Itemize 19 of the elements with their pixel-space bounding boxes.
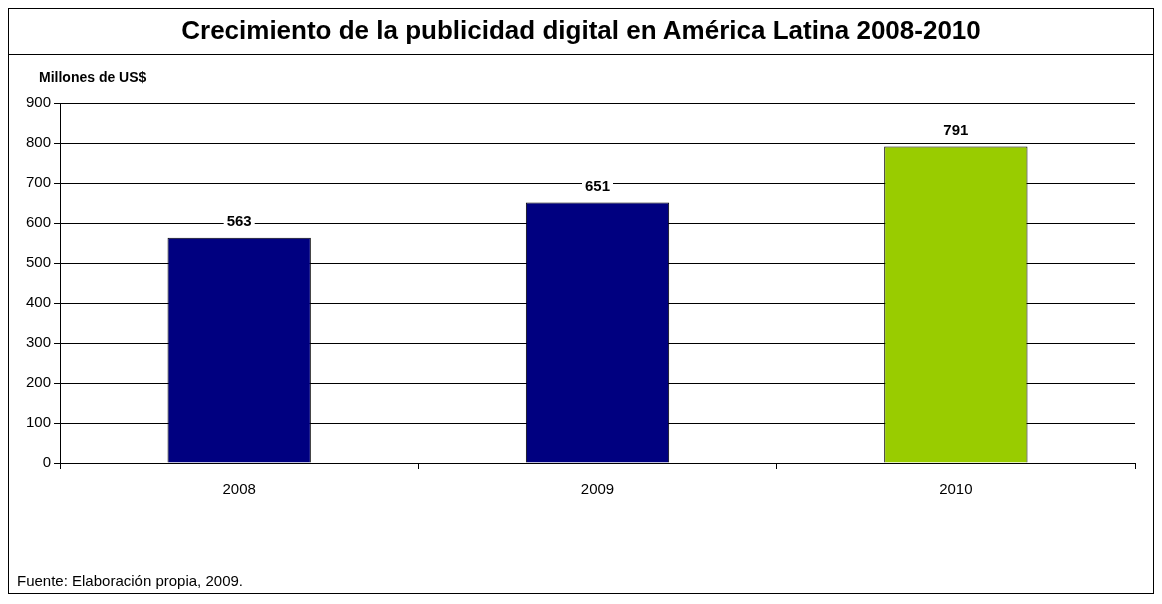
y-tick-label: 900 xyxy=(26,93,52,111)
y-tick-label: 500 xyxy=(26,253,52,271)
y-axis-title: Millones de US$ xyxy=(39,69,148,85)
x-tick-label: 2008 xyxy=(222,480,256,498)
y-tick-label: 200 xyxy=(26,373,52,391)
y-tick-label: 100 xyxy=(26,413,52,431)
y-tick-label: 0 xyxy=(42,453,52,471)
source-note: Fuente: Elaboración propia, 2009. xyxy=(17,572,243,589)
data-label: 563 xyxy=(226,212,252,230)
y-tick-label: 800 xyxy=(26,133,52,151)
x-tick-label: 2010 xyxy=(939,480,973,498)
data-label: 791 xyxy=(943,121,969,139)
x-tick-label: 2009 xyxy=(580,480,615,498)
data-label: 651 xyxy=(585,177,611,195)
y-tick-label: 600 xyxy=(26,213,52,231)
y-tick-label: 400 xyxy=(26,293,52,311)
chart-title: Crecimiento de la publicidad digital en América Latina 2008-2010 xyxy=(9,9,1153,55)
y-tick-label: 700 xyxy=(26,173,52,191)
y-tick-label: 300 xyxy=(26,333,52,351)
